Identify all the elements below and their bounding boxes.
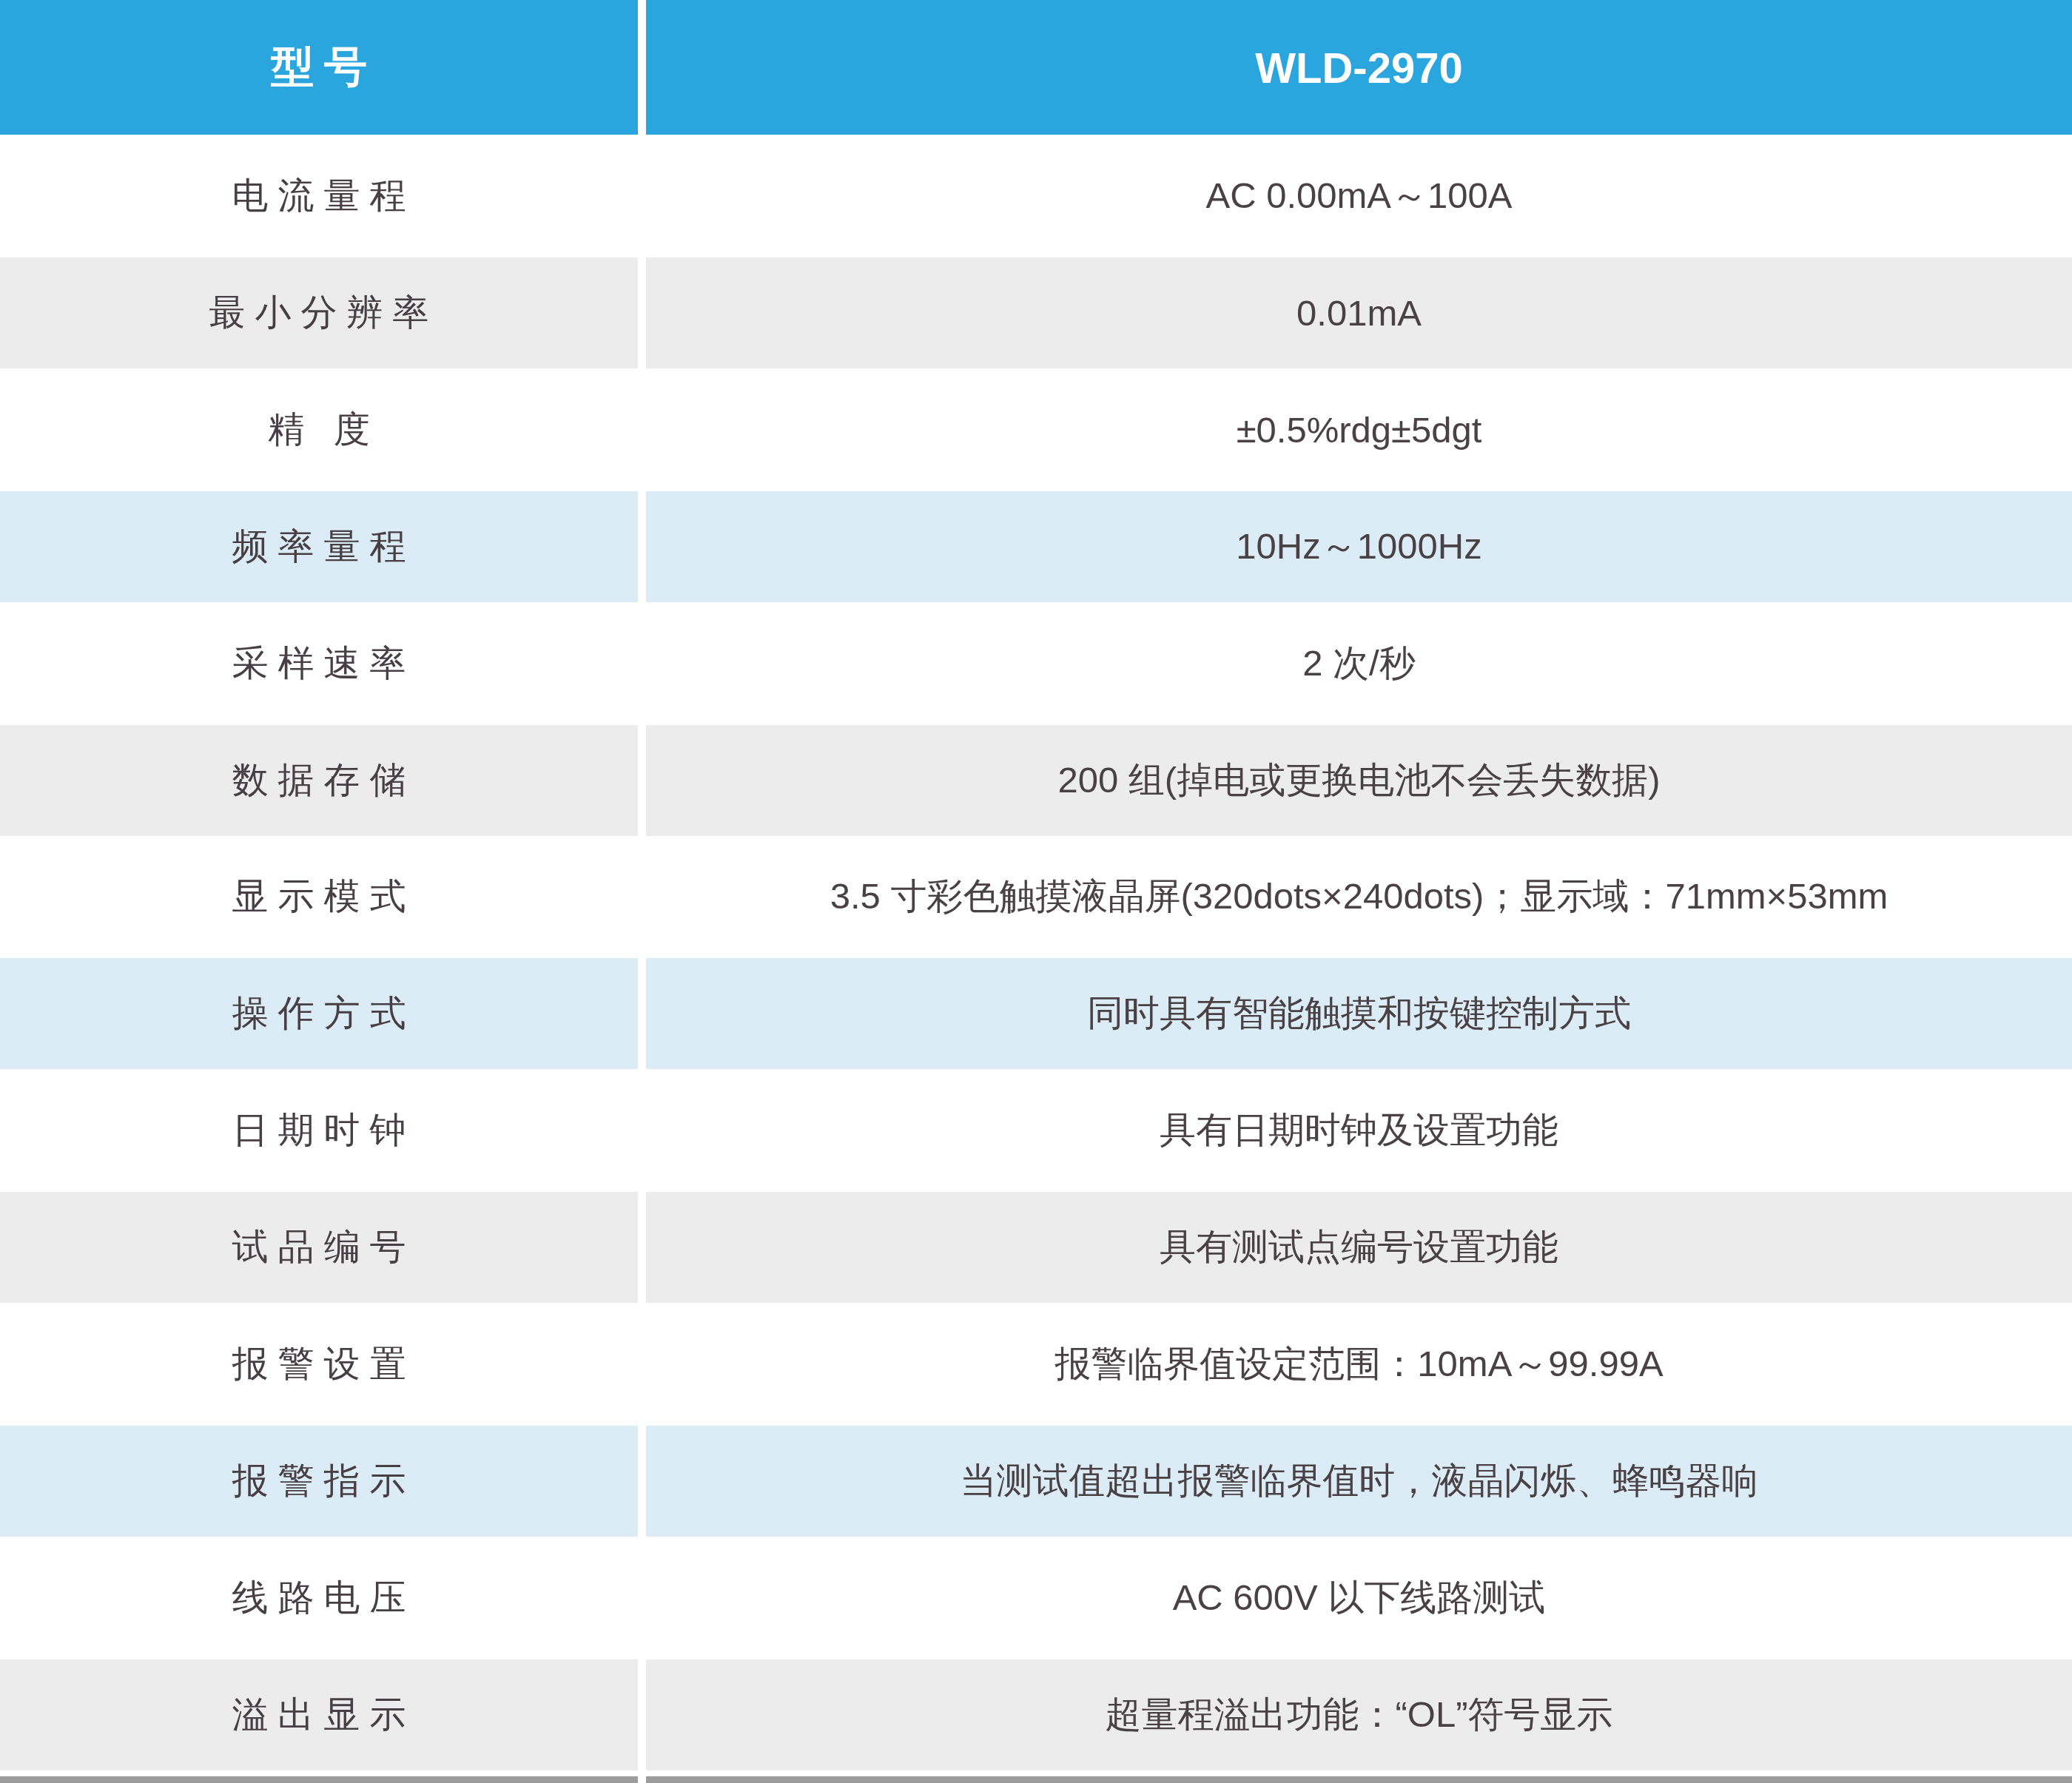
spec-row: 显示模式 3.5 寸彩色触摸液晶屏(320dots×240dots)；显示域：7… [0, 842, 2072, 953]
spec-value-cell: 0.01mA [646, 257, 2072, 368]
spec-value-cell: 具有测试点编号设置功能 [646, 1192, 2072, 1303]
spec-label-cell: 操作方式 [0, 958, 638, 1069]
header-model-value: WLD-2970 [646, 0, 2072, 135]
spec-label-cell: 日期时钟 [0, 1075, 638, 1186]
spec-label-cell: 数据存储 [0, 725, 638, 836]
spec-label-cell: 最小分辨率 [0, 257, 638, 368]
spec-row: 溢出显示 超量程溢出功能：“OL”符号显示 [0, 1659, 2072, 1770]
spec-label-cell: 采样速率 [0, 608, 638, 719]
spec-label-cell: 报警设置 [0, 1309, 638, 1420]
spec-table: 型号 WLD-2970 电流量程 AC 0.00mA～100A 最小分辨率 0.… [0, 0, 2072, 1783]
spec-row: 数据存储 200 组(掉电或更换电池不会丢失数据) [0, 725, 2072, 836]
spec-label-cell: 频率量程 [0, 491, 638, 602]
spec-row: 报警指示 当测试值超出报警临界值时，液晶闪烁、蜂鸣器响 [0, 1426, 2072, 1537]
spec-row: 试品编号 具有测试点编号设置功能 [0, 1192, 2072, 1303]
spec-label-cell: 报警指示 [0, 1426, 638, 1537]
spec-value-cell: AC 600V 以下线路测试 [646, 1543, 2072, 1654]
spec-row: 频率量程 10Hz～1000Hz [0, 491, 2072, 602]
spec-label-cell: 线路电压 [0, 1543, 638, 1654]
spec-row: 电流量程 AC 0.00mA～100A [0, 141, 2072, 252]
table-bottom-border [0, 1776, 2072, 1783]
table-header-row: 型号 WLD-2970 [0, 0, 2072, 135]
spec-label-cell: 试品编号 [0, 1192, 638, 1303]
spec-row: 采样速率 2 次/秒 [0, 608, 2072, 719]
spec-label-cell: 显示模式 [0, 842, 638, 953]
spec-value-cell: 超量程溢出功能：“OL”符号显示 [646, 1659, 2072, 1770]
spec-value-cell: AC 0.00mA～100A [646, 141, 2072, 252]
bottom-border-left-segment [0, 1776, 638, 1783]
spec-value-cell: 同时具有智能触摸和按键控制方式 [646, 958, 2072, 1069]
spec-value-cell: 具有日期时钟及设置功能 [646, 1075, 2072, 1186]
spec-value-cell: 10Hz～1000Hz [646, 491, 2072, 602]
spec-row: 最小分辨率 0.01mA [0, 257, 2072, 368]
spec-value-cell: 2 次/秒 [646, 608, 2072, 719]
spec-label-cell: 电流量程 [0, 141, 638, 252]
spec-value-cell: 当测试值超出报警临界值时，液晶闪烁、蜂鸣器响 [646, 1426, 2072, 1537]
spec-value-cell: 3.5 寸彩色触摸液晶屏(320dots×240dots)；显示域：71mm×5… [646, 842, 2072, 953]
spec-value-cell: 报警临界值设定范围：10mA～99.99A [646, 1309, 2072, 1420]
spec-label-cell: 精 度 [0, 374, 638, 485]
spec-label-cell: 溢出显示 [0, 1659, 638, 1770]
spec-row: 精 度 ±0.5%rdg±5dgt [0, 374, 2072, 485]
spec-value-cell: ±0.5%rdg±5dgt [646, 374, 2072, 485]
header-model-label: 型号 [0, 0, 638, 135]
spec-row: 日期时钟 具有日期时钟及设置功能 [0, 1075, 2072, 1186]
spec-row: 线路电压 AC 600V 以下线路测试 [0, 1543, 2072, 1654]
spec-value-cell: 200 组(掉电或更换电池不会丢失数据) [646, 725, 2072, 836]
spec-row: 操作方式 同时具有智能触摸和按键控制方式 [0, 958, 2072, 1069]
bottom-border-right-segment [646, 1776, 2072, 1783]
spec-row: 报警设置 报警临界值设定范围：10mA～99.99A [0, 1309, 2072, 1420]
